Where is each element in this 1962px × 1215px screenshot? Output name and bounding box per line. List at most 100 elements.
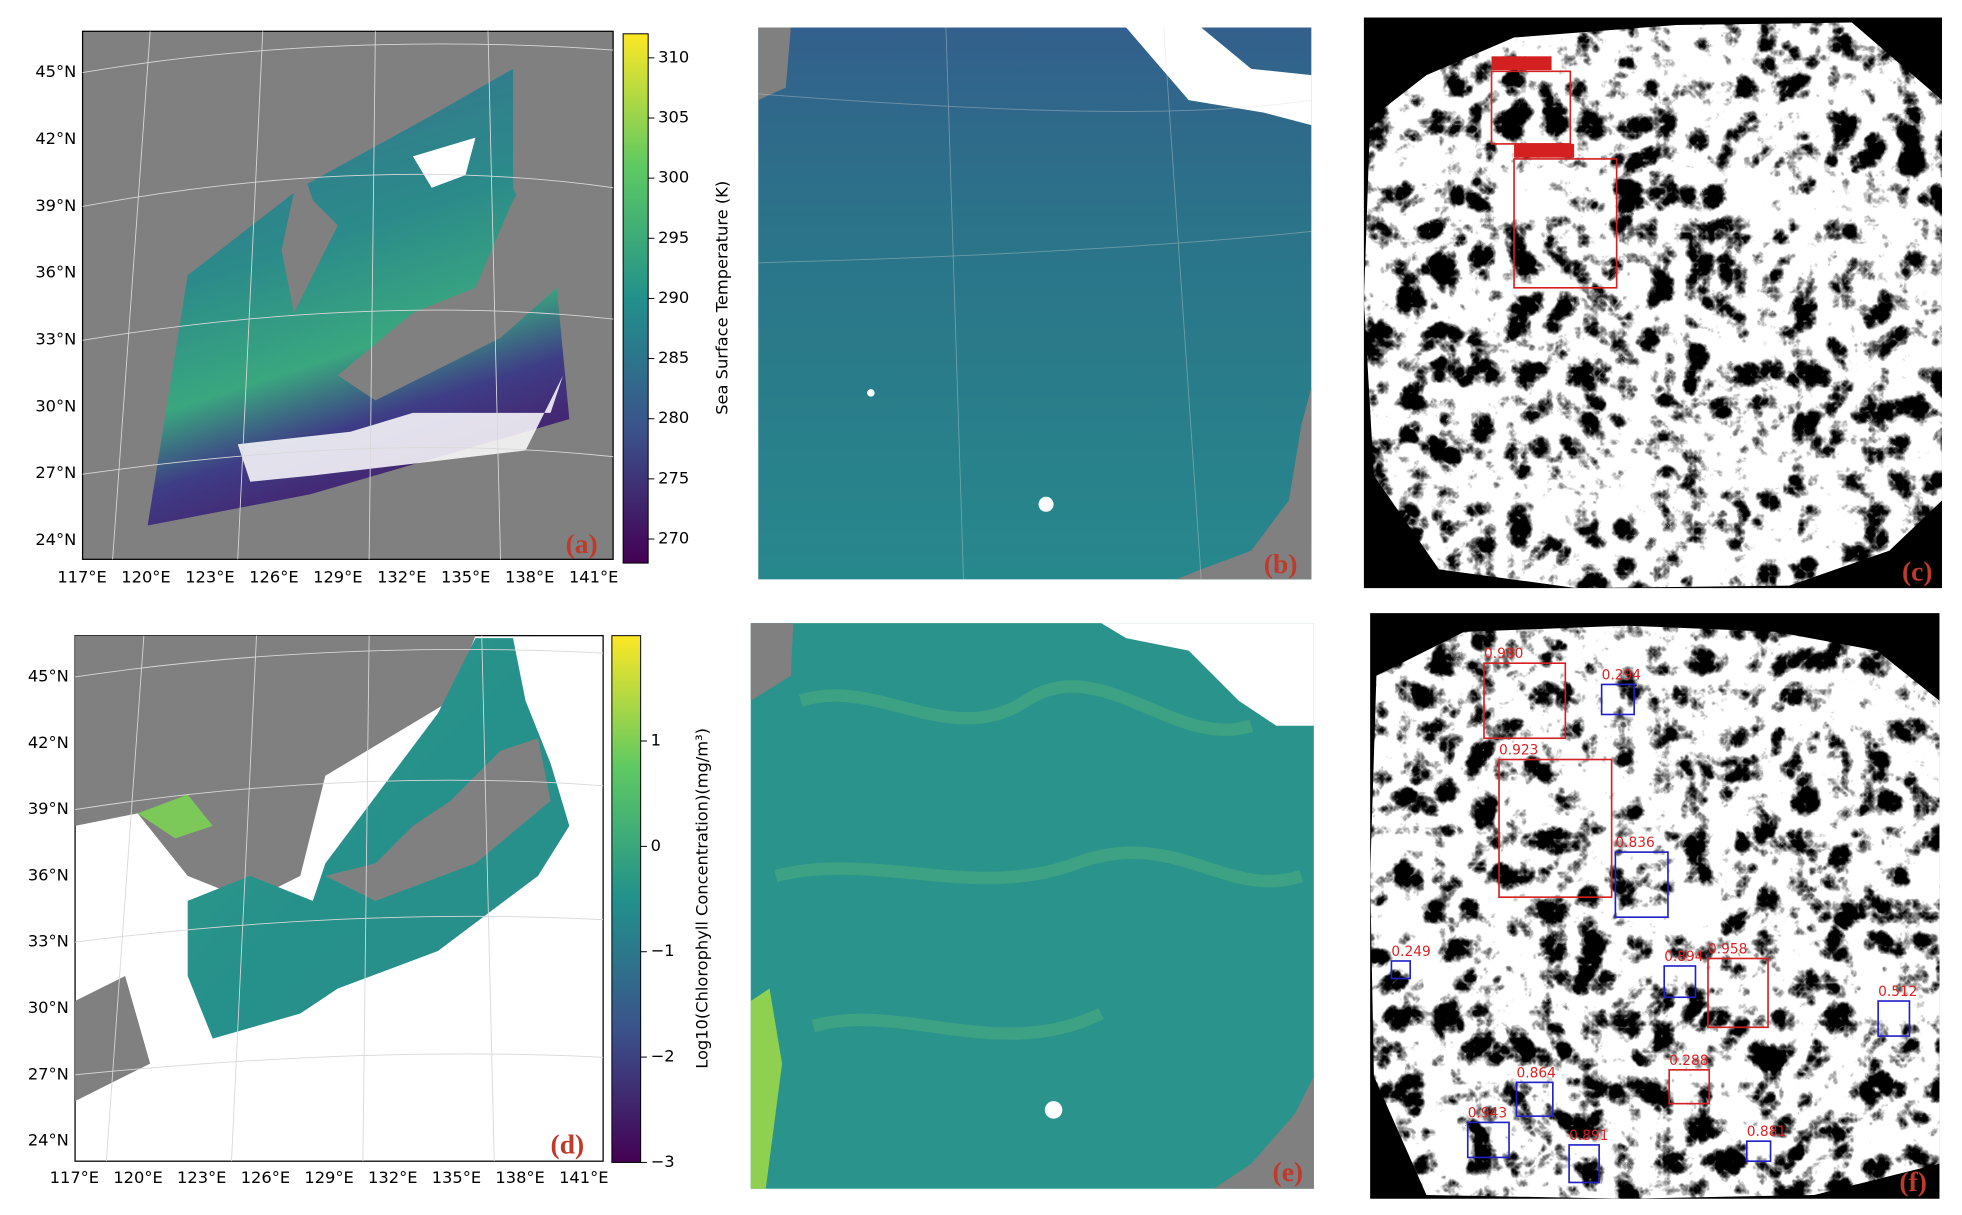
panel-b: (b) xyxy=(758,27,1312,580)
eddy-image xyxy=(1363,22,1942,589)
eddy-image xyxy=(1370,625,1940,1199)
lat-label: 24°N xyxy=(35,530,76,549)
panel-label: (a) xyxy=(566,528,598,559)
detection-score: 0.891 xyxy=(1569,1128,1608,1144)
colorbar xyxy=(622,33,649,564)
lat-label: 45°N xyxy=(28,666,69,685)
lon-label: 138°E xyxy=(505,568,554,587)
colorbar-tick-label: 285 xyxy=(658,348,689,367)
colorbar-label: Sea Surface Temperature (K) xyxy=(713,181,732,415)
detection-box xyxy=(1663,965,1697,999)
colorbar-tick-label: 0 xyxy=(651,836,661,855)
land xyxy=(1213,1076,1314,1189)
land xyxy=(337,150,557,401)
detection-score: 0.881 xyxy=(1747,1124,1786,1140)
colorbar-tick-label: 295 xyxy=(658,228,689,247)
lon-label: 132°E xyxy=(377,568,426,587)
panel-label: (b) xyxy=(1264,548,1298,579)
colorbar-tick-label: 305 xyxy=(658,107,689,126)
lat-label: 27°N xyxy=(35,463,76,482)
lon-label: 129°E xyxy=(304,1168,353,1187)
detection-score: 0.836 xyxy=(1615,835,1654,851)
detection-box xyxy=(1515,1081,1554,1117)
colorbar-tick-label: 310 xyxy=(658,47,689,66)
chlorophyll-field xyxy=(187,638,570,1039)
colorbar-tick-label: 1 xyxy=(651,731,661,750)
detection-score: 0.958 xyxy=(1708,941,1747,957)
lat-label: 36°N xyxy=(28,865,69,884)
graticule xyxy=(75,635,604,1162)
lon-label: 117°E xyxy=(57,568,106,587)
detection-box xyxy=(1483,662,1567,740)
cloud xyxy=(1126,27,1312,126)
lon-label: 138°E xyxy=(495,1168,544,1187)
graticule xyxy=(758,27,1312,580)
colorbar-tick-label: 270 xyxy=(658,529,689,548)
lat-label: 30°N xyxy=(35,396,76,415)
land xyxy=(1176,387,1312,580)
detection-box xyxy=(1600,683,1635,716)
cloud xyxy=(1038,496,1054,512)
panel-d: (d) Log10(Chlorophyll Concentration)(mg/… xyxy=(74,635,712,1163)
lat-label: 42°N xyxy=(35,129,76,148)
detection-box xyxy=(1498,758,1613,898)
lon-label: 135°E xyxy=(441,568,490,587)
detection-score: 0.294 xyxy=(1602,667,1641,683)
lon-label: 117°E xyxy=(50,1168,99,1187)
colorbar-tick-label: −1 xyxy=(651,941,675,960)
detection-score: 0.923 xyxy=(1499,743,1538,759)
graticule xyxy=(82,31,614,560)
detection-score: 0.512 xyxy=(1878,984,1917,1000)
lon-label: 132°E xyxy=(368,1168,417,1187)
colorbar-label: Log10(Chlorophyll Concentration)(mg/m³) xyxy=(693,728,712,1069)
detection-box xyxy=(1466,1121,1510,1159)
sea-surface-field xyxy=(147,68,570,526)
detection-box xyxy=(1390,960,1412,980)
lat-label: 39°N xyxy=(28,799,69,818)
colorbar-tick-label: 300 xyxy=(658,168,689,187)
panel-c: (c) xyxy=(1363,17,1942,589)
colorbar-tick-label: 290 xyxy=(658,288,689,307)
lat-label: 39°N xyxy=(35,196,76,215)
map-image xyxy=(758,27,1312,580)
map-image xyxy=(750,623,1314,1189)
detection-box xyxy=(1668,1069,1711,1105)
detection-score: 0.864 xyxy=(1517,1065,1556,1081)
lon-label: 126°E xyxy=(241,1168,290,1187)
land xyxy=(325,738,551,901)
panel-f: 0.980 0.294 0.923 0.836 0.249 0.894 0.95… xyxy=(1370,613,1940,1199)
lat-label: 33°N xyxy=(35,329,76,348)
colorbar-tick-label: −3 xyxy=(651,1152,675,1171)
colorbar xyxy=(611,635,642,1163)
lon-label: 123°E xyxy=(177,1168,226,1187)
lat-label: 30°N xyxy=(28,998,69,1017)
colorbar-tick-label: 280 xyxy=(658,408,689,427)
lon-label: 126°E xyxy=(249,568,298,587)
chlorophyll-field xyxy=(137,794,213,839)
lon-label: 141°E xyxy=(559,1168,608,1187)
panel-label: (c) xyxy=(1902,556,1933,587)
cloud xyxy=(867,389,875,397)
detection-score: 0.943 xyxy=(1468,1105,1507,1121)
lon-label: 123°E xyxy=(185,568,234,587)
panel-e: (e) xyxy=(750,623,1314,1189)
lon-label: 120°E xyxy=(113,1168,162,1187)
land xyxy=(750,623,794,701)
panel-a: (a) Sea Surface Temperature (K) xyxy=(81,30,732,564)
detection-box xyxy=(1513,158,1618,289)
detection-box xyxy=(1707,957,1769,1029)
cloud xyxy=(1101,623,1314,726)
land xyxy=(758,27,791,101)
coast-bloom xyxy=(750,988,783,1189)
detection-box xyxy=(1745,1140,1772,1163)
lon-label: 135°E xyxy=(432,1168,481,1187)
lon-label: 129°E xyxy=(313,568,362,587)
detection-score: 0.288 xyxy=(1669,1053,1708,1069)
colorbar-tick-label: −2 xyxy=(651,1047,675,1066)
detection-box xyxy=(1877,1000,1911,1037)
lat-label: 24°N xyxy=(28,1131,69,1150)
detection-score: 0.249 xyxy=(1391,944,1430,960)
lon-label: 141°E xyxy=(569,568,618,587)
lat-label: 45°N xyxy=(35,62,76,81)
